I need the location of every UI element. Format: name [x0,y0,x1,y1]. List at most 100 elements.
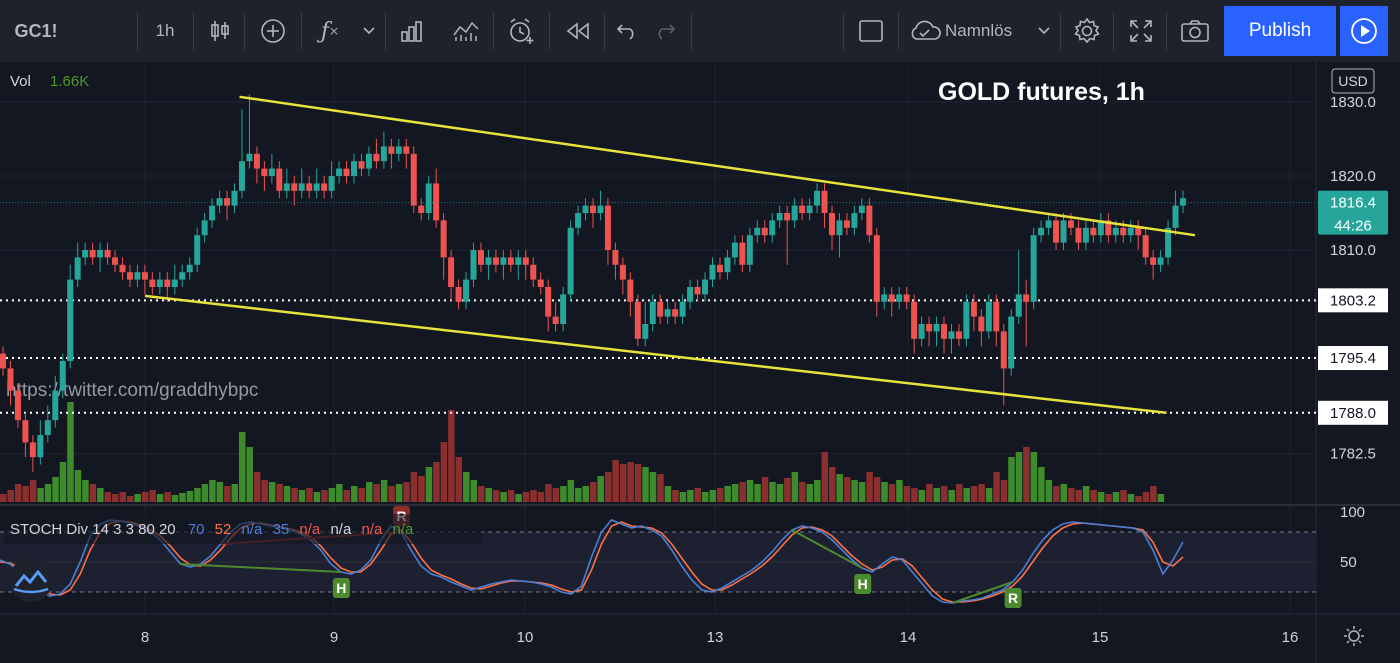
candle-body [194,235,201,265]
candle-body [1038,227,1045,236]
candle-body [657,301,664,317]
svg-text:STOCH Div 14 3 3 80 20 7: STOCH Div 14 3 3 80 20 70 52 n/a 35 n/a … [10,521,414,538]
toolbar-divider [137,12,138,50]
candle-body [268,168,275,176]
candle-body [1015,294,1022,317]
toolbar-divider [604,12,605,50]
candle-body [515,257,522,265]
candle-body [410,153,417,206]
volume-bar [843,477,851,502]
publish-button[interactable]: Publish [1224,6,1336,56]
candle-body [664,309,671,317]
volume-bar [209,480,216,502]
volume-bar [1120,490,1127,502]
stoch-legend-v1: 70 [188,521,205,538]
candle-body [896,294,903,302]
candle-body [470,250,477,280]
chart-canvas[interactable]: https://twitter.com/graddhybpc GOLD futu… [0,62,1400,663]
candle-body [1045,220,1052,228]
interval-button[interactable]: 1h [155,21,175,40]
play-icon[interactable] [1340,6,1388,56]
symbol-search-button[interactable]: GC1! [14,20,58,41]
time-axis[interactable]: 8 9 10 13 14 15 16 [141,629,1299,646]
replay-icon[interactable] [558,0,598,62]
volume-bar [328,488,336,502]
volume-bar [238,432,246,502]
volume-bar [112,494,119,502]
fullscreen-rect-icon[interactable] [853,0,889,62]
candle-body [440,220,447,258]
undo-icon[interactable] [610,0,644,62]
redo-icon[interactable] [648,0,682,62]
volume-bar [836,474,843,502]
volume-bar [567,480,575,502]
level-label: 1788.0 [1330,405,1376,422]
gear-icon[interactable] [1068,0,1106,62]
volume-bar [186,491,194,502]
toolbar-divider [493,12,494,50]
fx-icon[interactable]: ƒ × [320,18,340,44]
settings-icon[interactable] [1344,626,1364,646]
last-price-value: 1816.4 [1330,195,1376,212]
volume-bar [761,477,769,502]
volume-bar [141,492,149,502]
chart-title: GOLD futures, 1h [938,78,1145,106]
candle-body [238,161,245,191]
volume-bar [530,490,537,502]
volume-bar [634,464,642,502]
candle-body [1060,220,1067,243]
chevron-down-icon[interactable] [1033,0,1055,62]
logo-icon [9,558,53,602]
currency-button[interactable] [1331,68,1375,94]
candle-body [126,272,133,280]
candle-body [261,168,268,176]
volume-bar [126,496,134,502]
volume-bar [724,486,731,502]
volume-bar [403,482,410,502]
chevron-down-icon[interactable] [356,0,382,62]
cloud-icon[interactable] [907,0,943,62]
trendlines[interactable] [144,95,1196,415]
candle-body [1165,227,1172,258]
candle-body [1008,316,1015,369]
level-price-labels: 1803.2 1795.4 1788.0 [1318,288,1388,425]
candle-body [403,146,410,154]
volume-bar [246,447,253,502]
candle-body [22,420,29,443]
volume-bar [470,480,478,502]
add-icon[interactable] [252,0,294,62]
candle-body [1023,294,1030,302]
candle-body [739,242,746,265]
volume-bar [881,482,888,502]
volume-bar [896,480,903,502]
candle-body [843,220,850,228]
templates-icon[interactable] [446,0,486,62]
candle-body [231,190,238,206]
volume-bar [433,462,440,502]
volume-bar [134,494,141,502]
alert-icon[interactable] [500,0,542,62]
price-axis[interactable]: 1830.0 1820.0 1810.0 1782.5 [1330,94,1376,463]
candle-body [836,220,843,236]
bars-icon[interactable] [392,0,432,62]
candle-body [336,168,343,176]
volume-bar [1015,452,1023,502]
price-tick-label: 1782.5 [1330,446,1376,463]
volume-bar [627,462,634,502]
candle-body [649,301,656,324]
volume-bar [179,493,186,502]
volume-bar [903,486,911,502]
expand-icon[interactable] [1122,0,1160,62]
volume-bar [29,480,37,502]
volume-bar [1127,494,1135,502]
candle-body [298,183,305,191]
candle-body [1127,227,1134,236]
price-tick-label: 1820.0 [1330,168,1376,185]
camera-icon[interactable] [1175,0,1215,62]
volume-bar [664,486,672,502]
toolbar-divider [244,12,245,50]
candle-body [604,205,611,250]
candles-icon[interactable] [200,0,240,62]
volume-bar [1135,496,1142,502]
layout-name[interactable]: Namnlös [945,21,1013,40]
